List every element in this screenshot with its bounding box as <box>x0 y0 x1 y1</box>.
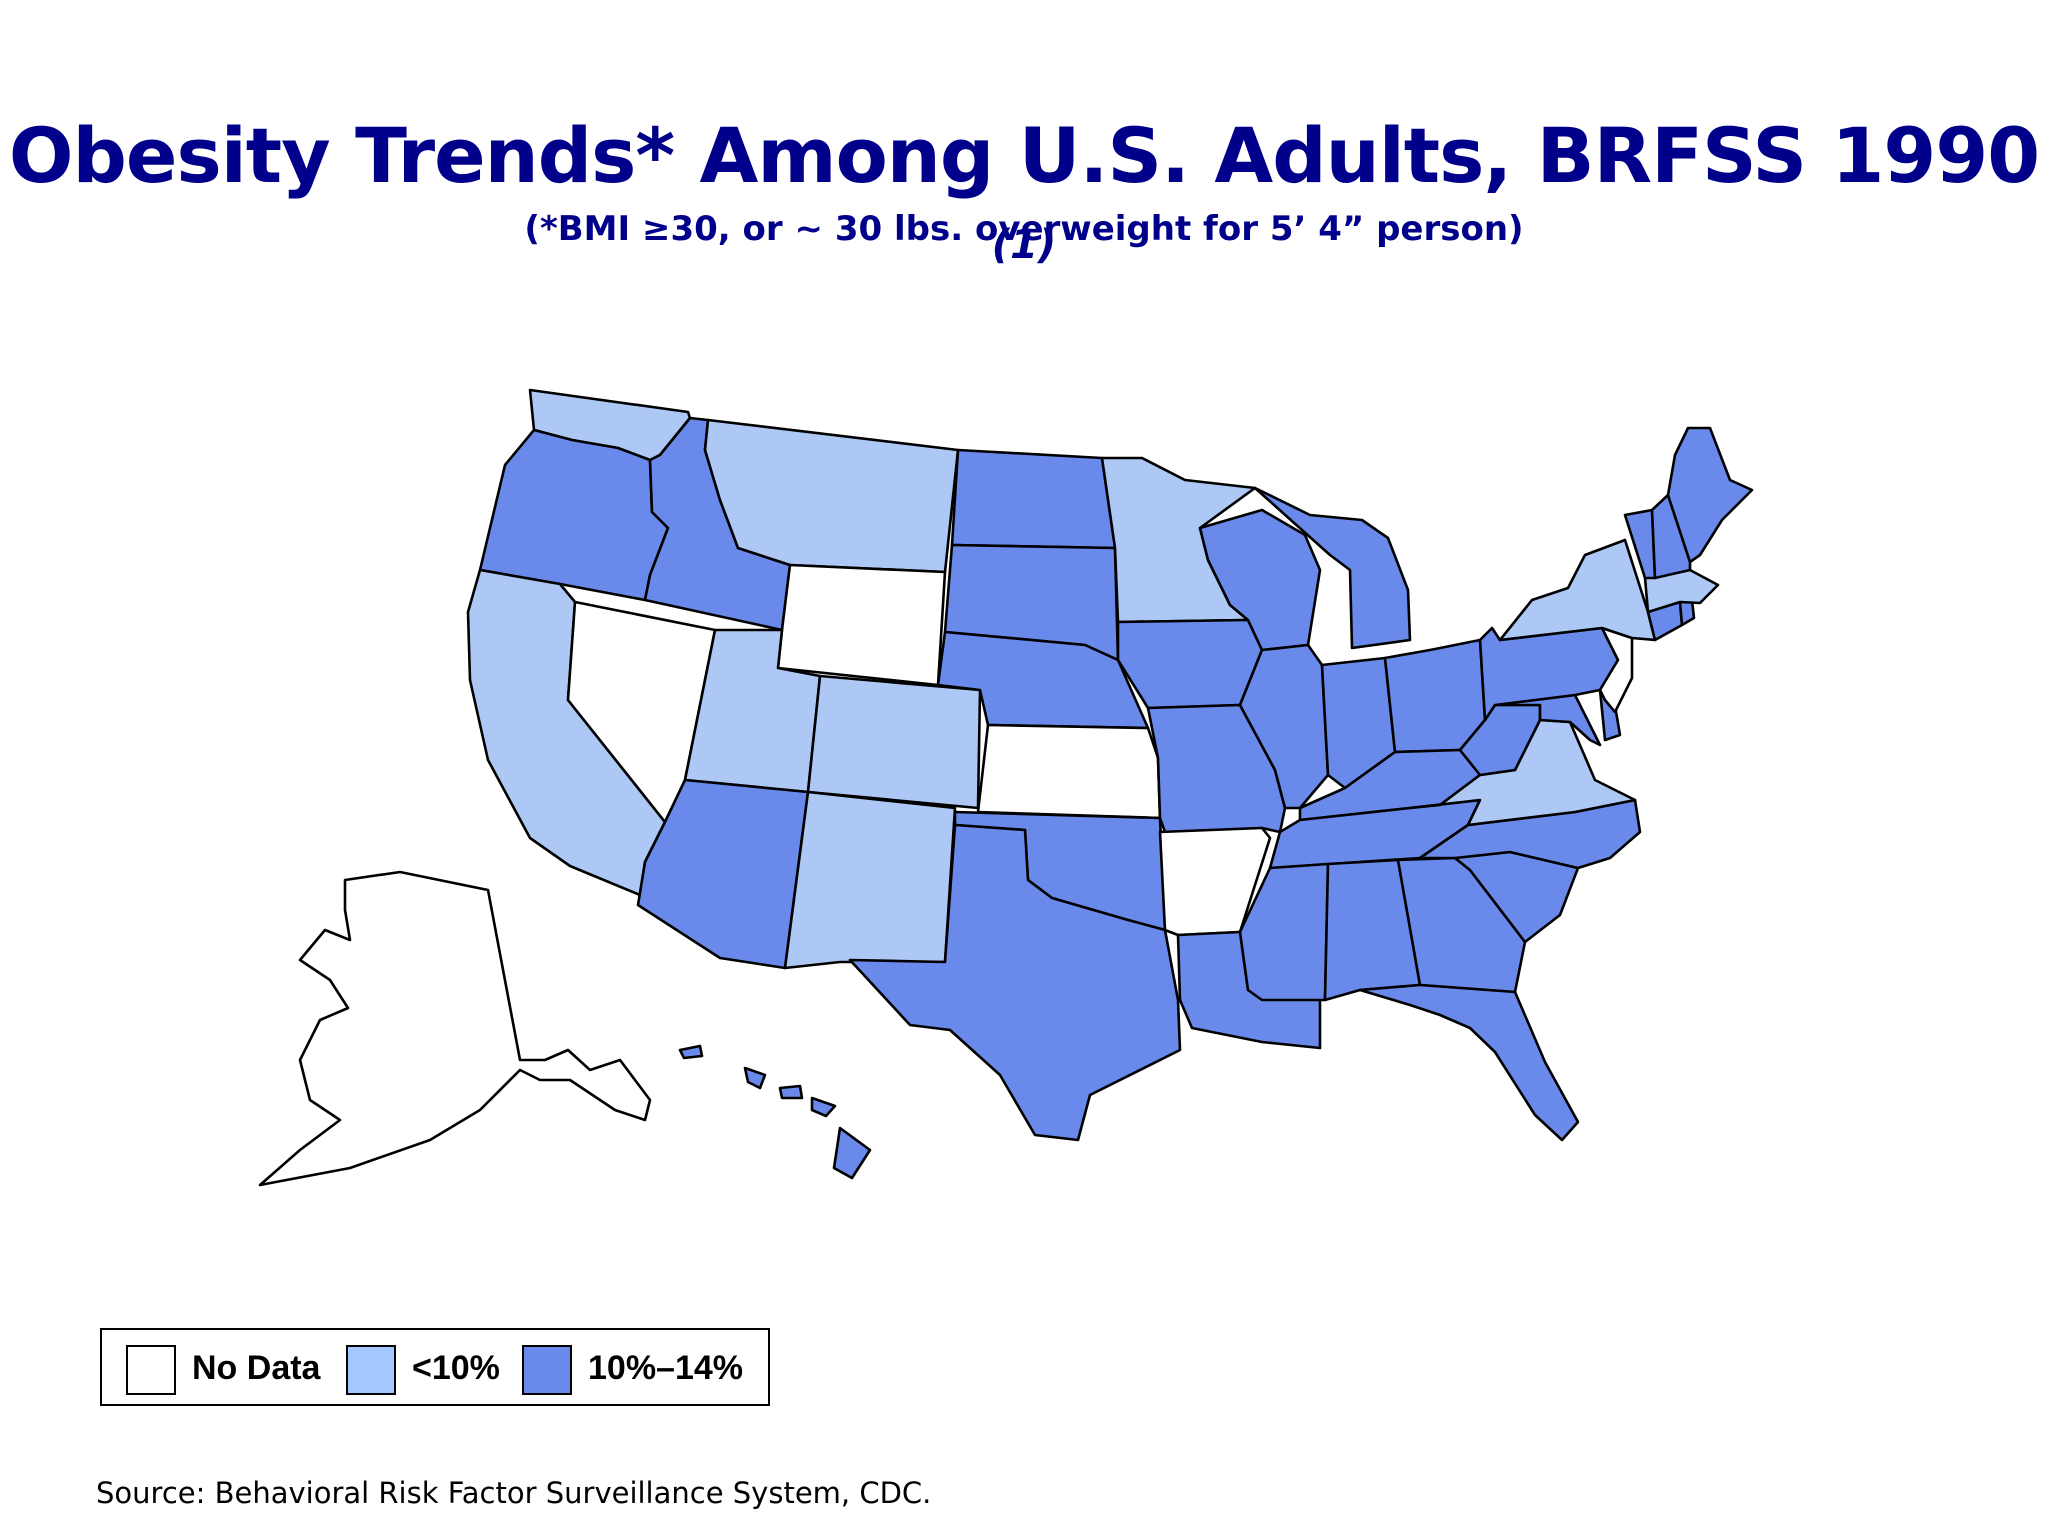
state-maryland <box>1493 693 1602 747</box>
legend-label-10-14: 10%–14% <box>588 1349 744 1387</box>
legend-label-no-data: No Data <box>192 1349 321 1387</box>
legend-swatch-10-14 <box>522 1345 572 1395</box>
state-new-york <box>1498 538 1657 642</box>
state-new-jersey <box>1598 626 1634 714</box>
legend-label-under-10: <10% <box>412 1349 500 1387</box>
map-title: Obesity Trends* Among U.S. Adults, BRFSS… <box>0 118 2048 270</box>
state-maine <box>1666 426 1754 564</box>
title-note: (1) <box>991 222 1057 268</box>
map-subtitle: (*BMI ≥30, or ~ 30 lbs. overweight for 5… <box>524 209 1524 249</box>
state-new-hampshire <box>1650 493 1692 580</box>
state-montana <box>703 418 960 574</box>
state-iowa <box>1116 618 1264 710</box>
state-colorado <box>806 674 982 810</box>
state-north-dakota <box>950 448 1117 550</box>
legend-swatch-under-10 <box>346 1345 396 1395</box>
state-alaska <box>258 870 652 1187</box>
legend: No Data <10% 10%–14% <box>100 1328 770 1406</box>
source-note: Source: Behavioral Risk Factor Surveilla… <box>96 1476 932 1510</box>
state-kansas <box>976 723 1162 820</box>
state-florida <box>1358 983 1580 1142</box>
state-new-mexico <box>783 790 957 970</box>
title-main: Obesity Trends* Among U.S. Adults, BRFSS… <box>8 111 2040 200</box>
legend-swatch-no-data <box>126 1345 176 1395</box>
state-michigan <box>1253 486 1412 650</box>
state-wyoming <box>776 563 947 687</box>
state-ohio <box>1383 638 1487 754</box>
state-hawaii <box>678 1044 872 1180</box>
state-texas <box>848 823 1182 1142</box>
